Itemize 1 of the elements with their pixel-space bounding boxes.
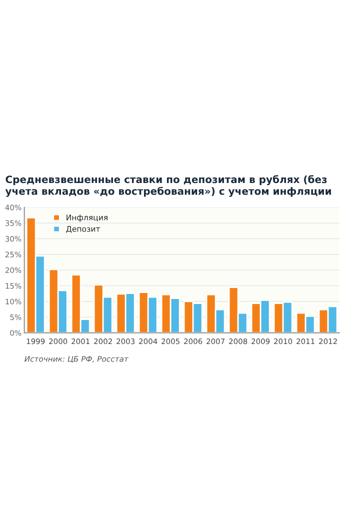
chart-title: Средневзвешенные ставки по депозитам в рублях (без учета вкладов «до востребования») с учетом инфляции [5,175,331,197]
